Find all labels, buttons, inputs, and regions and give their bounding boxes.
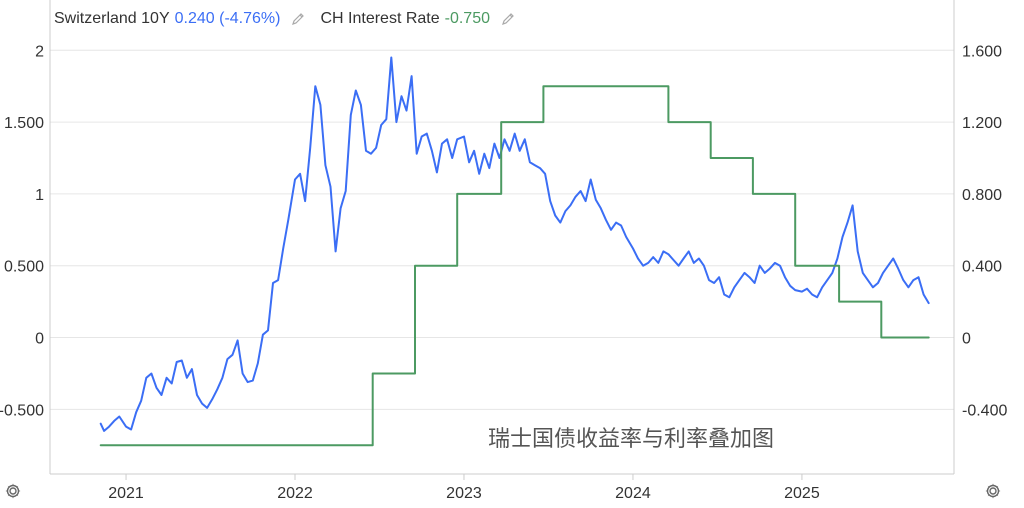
x-axis: 2021 2022 2023 2024 2025 xyxy=(108,474,820,502)
series-layer xyxy=(99,56,930,447)
x-tick-label: 2021 xyxy=(108,485,144,502)
left-tick-label: 0 xyxy=(35,331,44,348)
gear-icon[interactable] xyxy=(4,482,22,500)
pencil-icon[interactable] xyxy=(500,11,516,27)
legend-series-value: -0.750 xyxy=(444,10,490,27)
x-tick-label: 2022 xyxy=(277,485,313,502)
pencil-icon[interactable] xyxy=(290,11,306,27)
right-tick-label: 0 xyxy=(962,331,971,348)
series-line-ch-interest-rate[interactable] xyxy=(99,85,930,447)
legend-item-ch-interest-rate[interactable]: CH Interest Rate -0.750 xyxy=(320,10,516,28)
legend-series-name: CH Interest Rate xyxy=(320,10,440,27)
x-tick-label: 2025 xyxy=(784,485,820,502)
x-tick-label: 2024 xyxy=(615,485,651,502)
left-tick-label: -0.500 xyxy=(0,402,44,419)
gear-icon[interactable] xyxy=(984,482,1002,500)
grid xyxy=(50,49,954,410)
left-tick-label: 0.500 xyxy=(4,259,44,276)
left-axis: 2 1.500 1 0.500 0 -0.500 xyxy=(0,43,44,419)
legend-series-value: 0.240 (-4.76%) xyxy=(174,10,281,27)
watermark-label: 瑞士国债收益率与利率叠加图 xyxy=(488,427,774,452)
right-tick-label: 0.800 xyxy=(962,187,1002,204)
left-tick-label: 2 xyxy=(35,43,44,60)
right-tick-label: -0.400 xyxy=(962,402,1007,419)
legend-series-name: Switzerland 10Y xyxy=(54,10,170,27)
right-tick-label: 1.600 xyxy=(962,43,1002,60)
axes xyxy=(49,0,955,475)
left-tick-label: 1 xyxy=(35,187,44,204)
right-tick-label: 0.400 xyxy=(962,259,1002,276)
legend: Switzerland 10Y 0.240 (-4.76%) CH Intere… xyxy=(54,10,530,28)
x-tick-label: 2023 xyxy=(446,485,482,502)
right-axis: 1.600 1.200 0.800 0.400 0 -0.400 xyxy=(962,43,1007,419)
right-tick-label: 1.200 xyxy=(962,115,1002,132)
series-line-switzerland-10y[interactable] xyxy=(99,56,930,432)
legend-item-switzerland-10y[interactable]: Switzerland 10Y 0.240 (-4.76%) xyxy=(54,10,306,28)
left-tick-label: 1.500 xyxy=(4,115,44,132)
